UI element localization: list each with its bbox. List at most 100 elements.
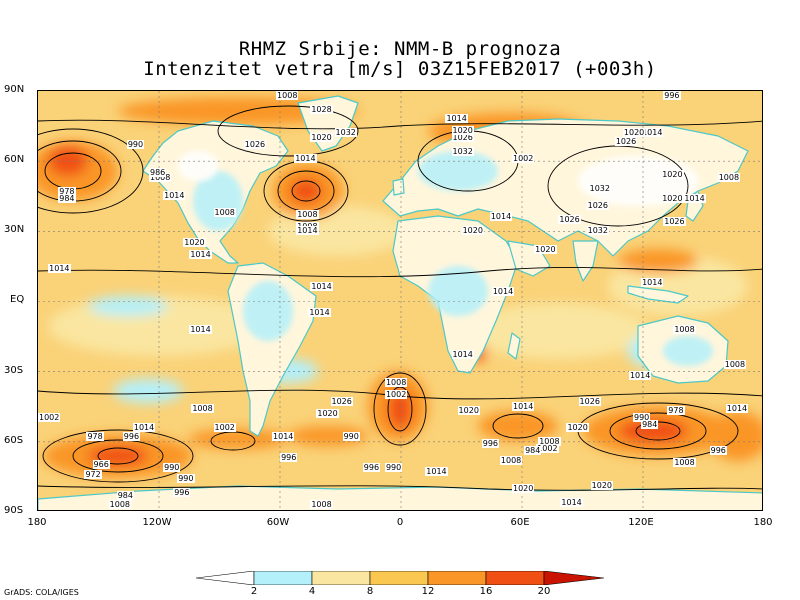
isobar-label: 966 bbox=[92, 460, 110, 470]
isobar-label: 1014 bbox=[48, 263, 71, 273]
isobar-label: 1002 bbox=[38, 413, 61, 423]
colorbar-segment-8-12 bbox=[369, 571, 429, 585]
isobar-label: 1020 bbox=[512, 483, 535, 493]
isobar-label: 1032 bbox=[451, 146, 474, 156]
isobar-label: 1020 bbox=[661, 170, 684, 180]
isobar-label: 1014 bbox=[725, 404, 749, 414]
colorbar-tick-12: 12 bbox=[421, 586, 435, 597]
lat-label-60s: 60S bbox=[4, 435, 24, 446]
map-canvas bbox=[38, 91, 762, 510]
isobar-label: 1008 bbox=[310, 499, 333, 509]
isobar-label: 1026 bbox=[614, 137, 638, 147]
isobar-label: 1014 bbox=[308, 308, 331, 318]
map-title-line-2: Intenzitet vetra [m/s] 03Z15FEB2017 (+00… bbox=[143, 58, 657, 80]
wind-speed-colorbar bbox=[196, 571, 605, 585]
lat-label-90s: 90S bbox=[4, 505, 24, 516]
isobar-label: 1008 bbox=[717, 172, 741, 182]
isobar-label: 996 bbox=[663, 91, 681, 100]
isobar-label: 984 bbox=[58, 193, 76, 203]
isobar-label: 1014 bbox=[296, 226, 319, 236]
colorbar-tick-2: 2 bbox=[250, 586, 258, 597]
british-isles bbox=[392, 178, 405, 196]
lon-label-0: 0 bbox=[396, 517, 404, 528]
isobar-label: 1014 bbox=[560, 497, 583, 507]
indonesia bbox=[627, 285, 689, 304]
isobar-label: 1002 bbox=[213, 422, 236, 432]
colorbar-tick-8: 8 bbox=[366, 586, 374, 597]
isobar-label: 984 bbox=[116, 490, 134, 500]
colorbar-segment-16-20 bbox=[485, 571, 545, 585]
lat-label-30n: 30N bbox=[4, 224, 25, 235]
lon-label-60e: 60E bbox=[510, 517, 530, 528]
map-title-line-1: RHMZ Srbije: NMM-B prognoza bbox=[238, 38, 562, 60]
isobar-label: 1014 bbox=[491, 287, 515, 297]
isobar-label: 1014 bbox=[132, 422, 156, 432]
isobar-label: 1026 bbox=[558, 214, 581, 224]
isobar-label: 996 bbox=[362, 462, 381, 472]
colorbar-tick-20: 20 bbox=[537, 586, 551, 597]
isobar-label: 1008 bbox=[384, 378, 408, 388]
isobar-label: 1032 bbox=[334, 128, 357, 138]
isobar-label: 990 bbox=[126, 139, 145, 149]
isobar-label: 1026 bbox=[578, 397, 601, 407]
isobar-label: 990 bbox=[384, 462, 403, 472]
colorbar-segment-2-4 bbox=[253, 571, 313, 585]
colorbar-tick-4: 4 bbox=[308, 586, 316, 597]
isobar-label: 1026 bbox=[330, 397, 353, 407]
isobar-label: 1014 bbox=[189, 249, 212, 259]
lat-label-eq: EQ bbox=[10, 294, 25, 305]
isobar-label: 1026 bbox=[243, 139, 267, 149]
isobar-label: 996 bbox=[709, 446, 727, 456]
isobar-label: 1014 bbox=[512, 401, 535, 411]
isobar-label: 1008 bbox=[296, 209, 319, 219]
isobar-label: 1014 bbox=[641, 277, 664, 287]
lat-label-30s: 30S bbox=[4, 365, 24, 376]
colorbar-segment-12-16 bbox=[427, 571, 487, 585]
isobar-label: 972 bbox=[84, 469, 102, 479]
isobar-label: 1008 bbox=[149, 172, 172, 182]
lat-label-90n: 90N bbox=[4, 84, 25, 95]
isobar-label: 1020 bbox=[457, 406, 480, 416]
isobar-label: 1026 bbox=[586, 200, 609, 210]
colorbar-segment-4-8 bbox=[311, 571, 371, 585]
graticule bbox=[38, 91, 762, 510]
isobar-label: 1026 bbox=[451, 132, 474, 142]
isobar-label: 1020 bbox=[310, 132, 333, 142]
isobar-label: 1008 bbox=[108, 499, 132, 509]
isobar-label: 1020 bbox=[183, 238, 206, 248]
isobar-label: 1008 bbox=[296, 221, 319, 231]
isobar-label: 1032 bbox=[586, 226, 609, 236]
colorbar-segment-below-2 bbox=[196, 571, 255, 585]
isobar-label: 1014 bbox=[294, 153, 317, 163]
wind-speed-map bbox=[37, 90, 763, 511]
isobar-label: 984 bbox=[524, 446, 542, 456]
isobar-label: 990 bbox=[633, 413, 651, 423]
isobar-label: 1008 bbox=[213, 207, 236, 217]
isobar-label: 1008 bbox=[276, 91, 299, 100]
isobar-label: 1014 bbox=[628, 371, 652, 381]
isobar-label: 1020 bbox=[622, 128, 646, 138]
isobar-label: 1020 bbox=[316, 408, 339, 418]
isobar-label: 1020 bbox=[461, 226, 484, 236]
isobar-label: 1014 bbox=[451, 350, 474, 360]
lon-label-60w: 60W bbox=[266, 517, 290, 528]
isobar-label: 996 bbox=[280, 453, 298, 463]
isobar-label: 996 bbox=[173, 488, 191, 498]
isobar-label: 1028 bbox=[310, 104, 333, 114]
lon-label-120w: 120W bbox=[142, 517, 172, 528]
india bbox=[572, 240, 599, 282]
isobar-label: 1014 bbox=[189, 324, 212, 334]
grads-credit: GrADS: COLA/IGES bbox=[4, 588, 79, 597]
isobar-label: 1014 bbox=[641, 128, 664, 138]
isobar-label: 996 bbox=[122, 432, 141, 442]
isobar-label: 1014 bbox=[310, 282, 333, 292]
isobar-label: 1032 bbox=[588, 184, 611, 194]
lat-label-60n: 60N bbox=[4, 154, 25, 165]
lon-label-180e: 180 bbox=[753, 517, 773, 528]
isobar-label: 1020 bbox=[590, 481, 613, 491]
isobar-label: 978 bbox=[667, 406, 685, 416]
isobar-label: 1020 bbox=[451, 125, 474, 135]
isobar-label: 1008 bbox=[499, 455, 523, 465]
lon-label-180w: 180 bbox=[27, 517, 47, 528]
isobar-label: 990 bbox=[177, 474, 195, 484]
